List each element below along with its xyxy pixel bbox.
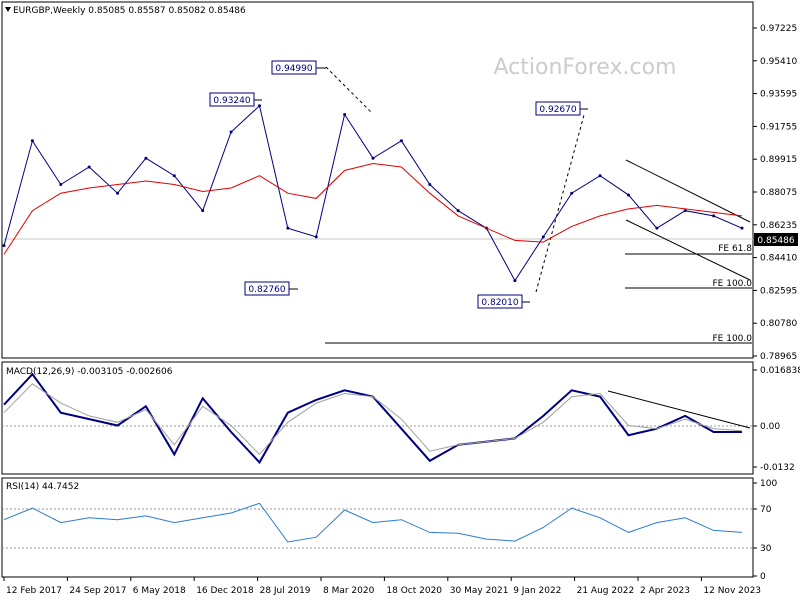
price-point <box>286 226 290 230</box>
price-point <box>59 182 63 186</box>
price-point <box>343 113 347 117</box>
y-tick-label: 0.91755 <box>760 122 797 132</box>
label-093240: 0.93240 <box>213 96 250 106</box>
x-tick-label: 16 Dec 2018 <box>196 586 254 596</box>
price-point <box>116 191 120 195</box>
fe-100-label-1: FE 100.0 <box>713 279 753 289</box>
label-094990: 0.94990 <box>275 64 312 74</box>
y-tick-label: 0.82595 <box>760 286 797 296</box>
price-point <box>30 139 34 143</box>
price-point <box>456 209 460 213</box>
panel0-series-1-line <box>3 162 743 255</box>
macd-title: MACD(12,26,9) -0.003105 -0.002606 <box>6 367 173 377</box>
y-tick-label: 0.78965 <box>760 352 797 362</box>
y-tick-label: 0.95410 <box>760 57 797 67</box>
collapse-triangle-icon[interactable] <box>5 7 11 12</box>
x-tick-label: 12 Nov 2023 <box>703 586 761 596</box>
channel-lower-line <box>625 219 751 281</box>
price-point <box>712 214 716 218</box>
label-082010: 0.82010 <box>481 298 518 308</box>
y-tick-label: -0.0132 <box>760 463 795 473</box>
price-point <box>683 209 687 213</box>
price-point <box>144 156 148 160</box>
symbol-title: EURGBP,Weekly 0.85085 0.85587 0.85082 0.… <box>13 6 246 16</box>
price-point <box>570 191 574 195</box>
x-tick-label: 12 Feb 2017 <box>6 586 62 596</box>
label-082760: 0.82760 <box>248 285 285 295</box>
x-tick-label: 18 Oct 2020 <box>386 586 442 596</box>
price-point <box>513 279 517 283</box>
fe-100-label-2: FE 100.0 <box>713 334 753 344</box>
price-point <box>428 182 432 186</box>
price-point <box>201 209 205 213</box>
y-tick-label: 0.016838 <box>760 366 800 376</box>
price-point <box>172 174 176 178</box>
swing-dashed-line-2 <box>535 114 585 293</box>
watermark: ActionForex.com <box>494 55 677 80</box>
current-price-value: 0.85486 <box>757 236 794 246</box>
price-point <box>598 174 602 178</box>
label-box-093240 <box>209 92 255 107</box>
rsi-title: RSI(14) 44.7452 <box>6 482 79 492</box>
y-tick-label: 0.88075 <box>760 188 797 198</box>
y-tick-label: 0.80780 <box>760 319 797 329</box>
x-tick-label: 6 May 2018 <box>133 586 186 596</box>
y-tick-label: 0.97225 <box>760 24 797 34</box>
x-tick-label: 30 May 2021 <box>450 586 509 596</box>
price-point <box>371 156 375 160</box>
current-price-tag <box>754 233 798 246</box>
panel2-series-0-line <box>3 502 743 543</box>
label-092670: 0.92670 <box>539 105 576 115</box>
y-tick-label: 100 <box>760 479 777 489</box>
price-point <box>399 139 403 143</box>
macd-panel <box>1 361 754 475</box>
price-point <box>87 165 91 169</box>
price-point <box>257 104 261 108</box>
price-point <box>655 226 659 230</box>
y-tick-label: 30 <box>760 544 772 554</box>
x-tick-label: 21 Aug 2022 <box>577 586 635 596</box>
x-tick-label: 28 Jul 2019 <box>260 586 311 596</box>
y-tick-label: 0.00 <box>760 422 780 432</box>
price-point <box>2 244 6 248</box>
fe-61-8-label: FE 61.8 <box>718 244 752 254</box>
panel1-series-1-line <box>3 383 743 456</box>
y-tick-label: 0 <box>760 572 766 582</box>
y-tick-label: 0.84410 <box>760 254 797 264</box>
x-tick-label: 8 Mar 2020 <box>323 586 375 596</box>
y-tick-label: 0.89915 <box>760 155 797 165</box>
label-box-094990 <box>271 60 317 75</box>
price-point <box>314 235 318 239</box>
x-tick-label: 9 Jan 2022 <box>513 586 561 596</box>
price-point <box>229 130 233 134</box>
price-panel <box>1 1 754 359</box>
swing-dashed-line-1 <box>325 66 373 114</box>
y-tick-label: 0.86235 <box>760 221 797 231</box>
macd-trendline <box>607 390 751 429</box>
label-box-082760 <box>244 281 290 296</box>
label-box-082010 <box>477 294 523 309</box>
x-tick-label: 2 Apr 2023 <box>640 586 690 596</box>
x-tick-label: 24 Sep 2017 <box>69 586 126 596</box>
label-box-092670 <box>535 101 581 116</box>
price-point <box>541 235 545 239</box>
price-point <box>740 226 744 230</box>
price-point <box>626 193 630 197</box>
y-tick-label: 0.93595 <box>760 90 797 100</box>
y-tick-label: 70 <box>760 505 772 515</box>
channel-upper-line <box>625 159 751 223</box>
rsi-panel <box>1 477 754 578</box>
